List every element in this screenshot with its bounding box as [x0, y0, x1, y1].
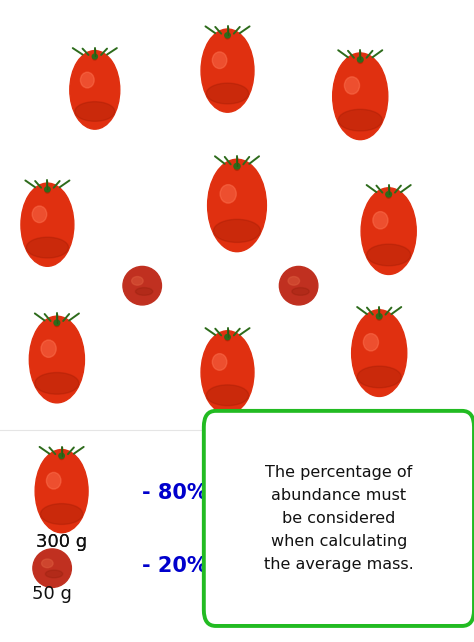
- Ellipse shape: [132, 277, 143, 285]
- Ellipse shape: [21, 183, 74, 266]
- Ellipse shape: [54, 320, 60, 325]
- Ellipse shape: [70, 51, 120, 129]
- Text: 300 g: 300 g: [36, 534, 87, 551]
- Ellipse shape: [206, 83, 249, 104]
- Ellipse shape: [292, 288, 309, 295]
- Ellipse shape: [225, 33, 230, 38]
- Ellipse shape: [364, 334, 379, 351]
- Ellipse shape: [208, 159, 266, 252]
- Ellipse shape: [123, 266, 162, 305]
- Ellipse shape: [92, 54, 97, 59]
- Ellipse shape: [29, 317, 84, 403]
- Ellipse shape: [42, 559, 53, 568]
- Ellipse shape: [279, 266, 318, 305]
- Ellipse shape: [45, 187, 50, 192]
- Ellipse shape: [361, 188, 416, 275]
- Ellipse shape: [201, 29, 254, 112]
- Ellipse shape: [41, 340, 56, 358]
- Ellipse shape: [386, 193, 391, 198]
- Ellipse shape: [220, 185, 236, 203]
- Ellipse shape: [201, 331, 254, 414]
- Ellipse shape: [234, 163, 240, 169]
- Ellipse shape: [338, 109, 383, 131]
- Ellipse shape: [377, 315, 382, 320]
- Text: - 80%: - 80%: [142, 483, 208, 503]
- Ellipse shape: [373, 212, 388, 229]
- Ellipse shape: [136, 288, 153, 295]
- Ellipse shape: [59, 455, 64, 460]
- Ellipse shape: [55, 322, 59, 327]
- Ellipse shape: [225, 336, 230, 341]
- Ellipse shape: [81, 72, 94, 88]
- Ellipse shape: [212, 52, 227, 69]
- Ellipse shape: [75, 101, 115, 121]
- Ellipse shape: [213, 220, 261, 243]
- Ellipse shape: [357, 57, 363, 62]
- Text: The percentage of
abundance must
be considered
when calculating
the average mass: The percentage of abundance must be cons…: [264, 465, 414, 571]
- Text: 300 g: 300 g: [36, 534, 87, 551]
- Text: 50 g: 50 g: [32, 585, 72, 603]
- Ellipse shape: [386, 192, 392, 197]
- Ellipse shape: [234, 165, 240, 170]
- FancyBboxPatch shape: [204, 411, 474, 626]
- Ellipse shape: [59, 453, 64, 458]
- Ellipse shape: [26, 237, 69, 258]
- Ellipse shape: [33, 549, 72, 587]
- Ellipse shape: [366, 244, 411, 266]
- Ellipse shape: [376, 314, 382, 319]
- Ellipse shape: [40, 503, 83, 525]
- Ellipse shape: [345, 77, 360, 94]
- Text: - 20%: - 20%: [142, 556, 208, 577]
- Ellipse shape: [35, 372, 79, 394]
- Ellipse shape: [333, 53, 388, 140]
- Ellipse shape: [46, 473, 61, 489]
- Ellipse shape: [225, 34, 230, 39]
- Ellipse shape: [32, 206, 47, 223]
- Ellipse shape: [358, 58, 363, 64]
- Ellipse shape: [288, 277, 300, 285]
- Ellipse shape: [45, 188, 50, 193]
- Ellipse shape: [225, 334, 230, 340]
- Ellipse shape: [46, 570, 63, 578]
- Ellipse shape: [92, 55, 97, 60]
- Ellipse shape: [357, 366, 401, 388]
- Ellipse shape: [35, 449, 88, 533]
- Ellipse shape: [206, 385, 249, 406]
- Ellipse shape: [352, 310, 407, 396]
- Ellipse shape: [212, 354, 227, 370]
